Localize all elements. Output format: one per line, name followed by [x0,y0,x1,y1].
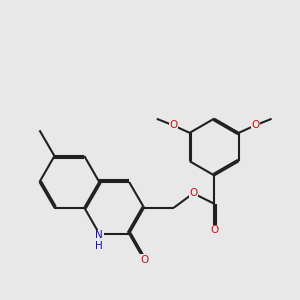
Text: H: H [95,241,103,250]
Text: N: N [95,230,103,240]
Text: O: O [210,225,218,235]
Text: O: O [169,120,177,130]
Text: O: O [189,188,197,198]
Text: O: O [140,255,148,265]
Text: O: O [251,120,259,130]
